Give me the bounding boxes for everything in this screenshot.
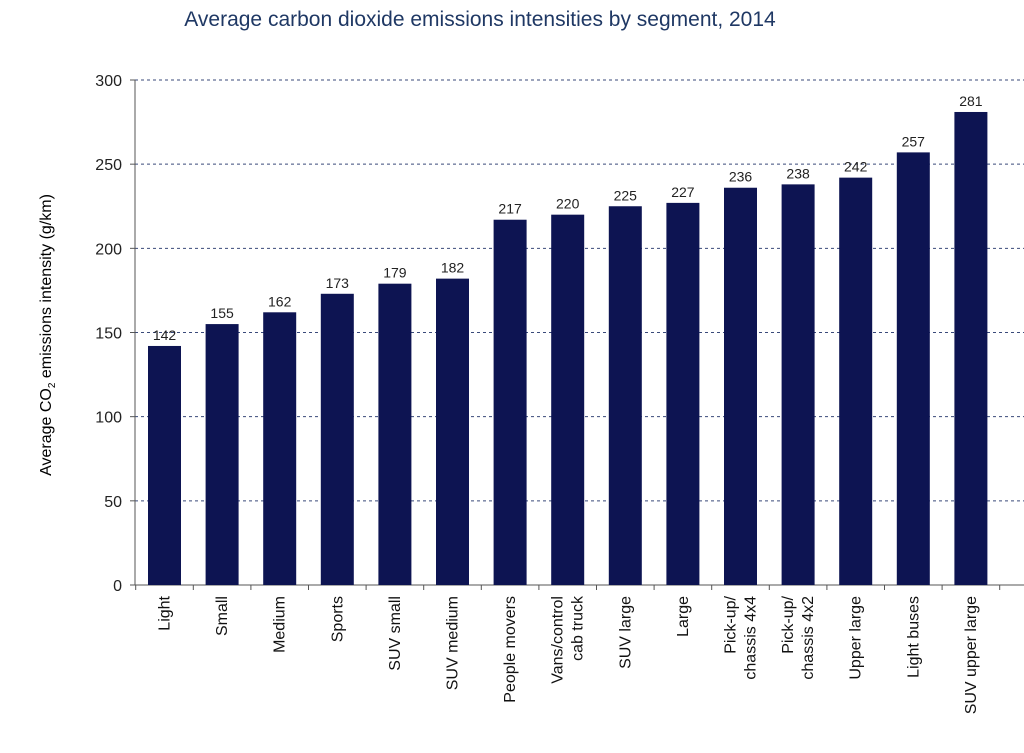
x-tick-label: Light [157,595,174,630]
data-label: 257 [902,133,926,149]
x-tick-label: chassis 4x2 [800,596,817,680]
data-label: 179 [383,265,407,281]
y-tick-label: 0 [113,578,122,595]
bar [954,111,988,585]
data-label: 220 [556,196,580,212]
x-tick-label: SUV medium [445,596,462,690]
y-tick-label: 50 [104,494,122,511]
data-label: 281 [959,93,983,109]
data-label: 155 [210,305,234,321]
x-tick-label: Upper large [848,596,865,680]
bar [320,293,354,585]
bar [378,283,412,585]
bar [608,206,642,585]
bar [724,187,757,585]
y-tick-label: 250 [95,157,122,174]
data-label: 142 [153,327,177,343]
bar [436,278,469,585]
x-tick-label: cab truck [570,595,587,661]
bar [551,214,585,585]
chart-title: Average carbon dioxide emissions intensi… [184,8,776,31]
x-tick-label: chassis 4x4 [743,596,760,680]
x-tick-label: SUV small [387,596,404,671]
x-tick-label: People movers [502,596,519,703]
data-label: 225 [614,187,638,203]
y-tick-label: 300 [95,73,122,90]
bar [781,184,815,585]
bar [839,177,873,585]
x-tick-label: Medium [272,596,289,653]
data-label: 217 [498,201,522,217]
x-tick-label: Small [214,596,231,636]
bar [263,312,297,585]
x-tick-label: SUV large [617,596,634,669]
x-tick-label: Large [675,596,692,637]
data-label: 236 [729,169,753,185]
x-tick-label: Light buses [905,596,922,678]
data-label: 227 [671,184,695,200]
y-tick-label: 150 [95,326,122,343]
data-label: 242 [844,159,868,175]
bar [148,345,181,585]
x-tick-label: Vans/control [550,596,567,684]
bar [205,324,239,585]
bar [666,202,700,585]
data-label: 162 [268,293,292,309]
x-tick-label: Pick-up/ [780,595,797,653]
y-tick-label: 100 [95,410,122,427]
data-label: 182 [441,260,465,276]
data-label: 173 [326,275,350,291]
data-label: 238 [786,165,810,181]
bar [896,152,930,585]
x-tick-label: Sports [329,596,346,642]
y-tick-label: 200 [95,241,122,258]
bar [493,219,527,585]
x-tick-label: Pick-up/ [723,595,740,653]
x-tick-label: SUV upper large [963,596,980,714]
